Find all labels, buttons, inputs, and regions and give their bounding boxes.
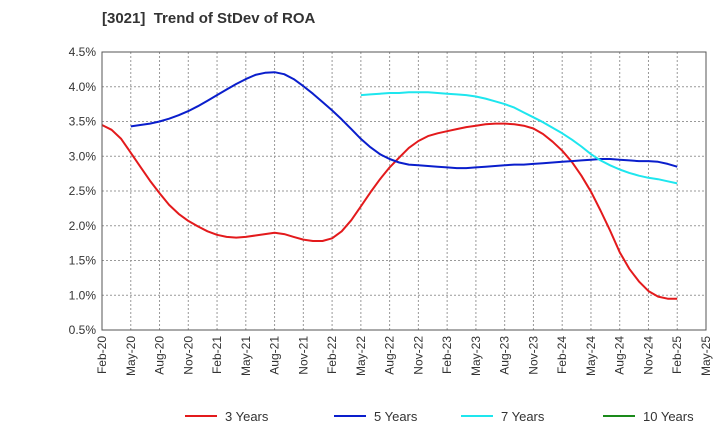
x-tick-label: May-22: [354, 336, 368, 376]
x-tick-label: Feb-24: [555, 336, 569, 374]
x-tick-label: May-23: [469, 336, 483, 376]
x-tick-label: Nov-21: [296, 336, 310, 375]
x-tick-label: Feb-23: [440, 336, 454, 374]
x-tick-label: Aug-20: [153, 336, 167, 375]
series-line-3-years: [101, 122, 678, 300]
legend-label: 10 Years: [643, 409, 694, 424]
x-tick-label: May-20: [124, 336, 138, 376]
y-tick-label: 2.5%: [69, 184, 97, 198]
x-tick-label: May-24: [584, 336, 598, 376]
y-tick-label: 3.5%: [69, 115, 97, 129]
series-lines: [101, 71, 678, 300]
x-tick-label: Feb-22: [325, 336, 339, 374]
x-tick-label: Aug-21: [268, 336, 282, 375]
chart-title: [3021] Trend of StDev of ROA: [102, 10, 316, 27]
x-axis-tick-labels: Feb-20 May-20 Aug-20 Nov-20 Feb-21 May-21 Aug-…: [95, 336, 713, 376]
y-tick-label: 4.5%: [69, 45, 97, 59]
x-tick-label: Aug-23: [498, 336, 512, 375]
series-line-5-years: [130, 71, 678, 170]
y-tick-label: 0.5%: [69, 323, 97, 337]
legend-label: 5 Years: [374, 409, 418, 424]
x-tick-label: Feb-21: [210, 336, 224, 374]
y-tick-label: 1.0%: [69, 288, 97, 302]
x-tick-label: Aug-24: [613, 336, 627, 375]
x-tick-label: May-21: [239, 336, 253, 376]
x-tick-label: Nov-22: [411, 336, 425, 375]
x-tick-label: Nov-20: [181, 336, 195, 375]
y-tick-label: 4.0%: [69, 80, 97, 94]
series-line-7-years: [360, 91, 678, 185]
grid-lines: [101, 51, 707, 331]
x-tick-label: May-25: [699, 336, 713, 376]
plot-area-frame: [101, 51, 707, 331]
y-tick-label: 3.0%: [69, 149, 97, 163]
legend-label: 3 Years: [225, 409, 269, 424]
x-tick-label: Nov-24: [641, 336, 655, 375]
y-tick-label: 1.5%: [69, 254, 97, 268]
y-tick-label: 2.0%: [69, 219, 97, 233]
x-tick-label: Nov-23: [526, 336, 540, 375]
x-tick-label: Feb-25: [670, 336, 684, 374]
legend: 3 Years 5 Years 7 Years 10 Years: [185, 409, 694, 424]
y-axis-tick-labels: 0.5% 1.0% 1.5% 2.0% 2.5% 3.0% 3.5% 4.0% 4.5%: [69, 45, 97, 337]
legend-label: 7 Years: [501, 409, 545, 424]
x-tick-label: Feb-20: [95, 336, 109, 374]
x-tick-label: Aug-22: [383, 336, 397, 375]
